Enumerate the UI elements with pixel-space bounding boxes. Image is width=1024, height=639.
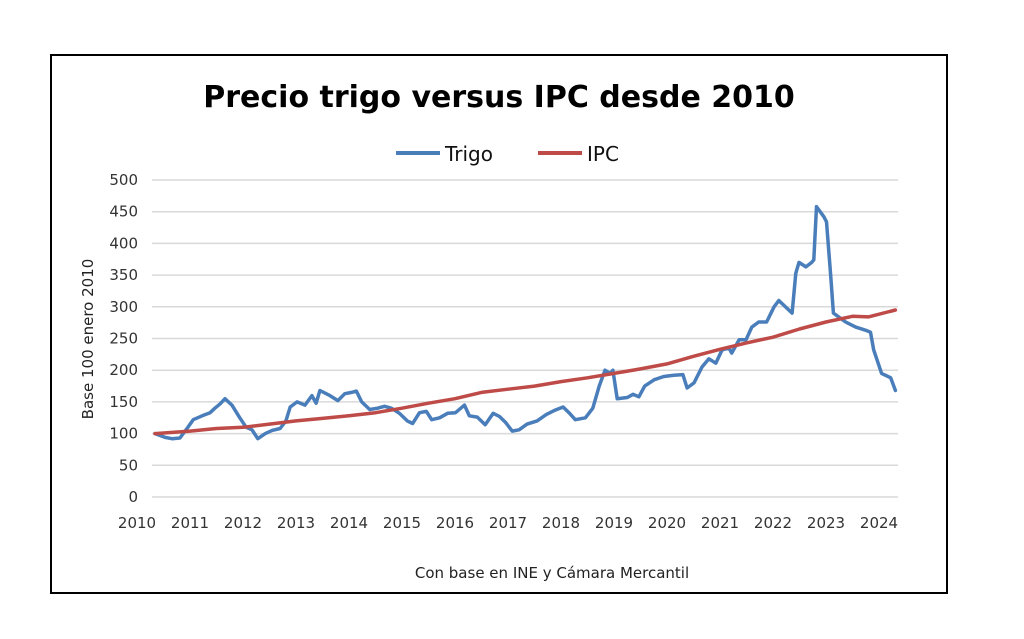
legend: Trigo IPC bbox=[396, 142, 619, 166]
legend-label-trigo: Trigo bbox=[444, 142, 493, 166]
x-tick-label: 2013 bbox=[277, 514, 315, 532]
x-tick-label: 2012 bbox=[224, 514, 262, 532]
y-tick-label: 350 bbox=[109, 266, 138, 284]
x-tick-label: 2022 bbox=[754, 514, 792, 532]
x-tick-label: 2016 bbox=[436, 514, 474, 532]
y-tick-label: 200 bbox=[109, 361, 138, 379]
x-axis-ticks: 2010 2011 2012 2013 2014 2015 2016 2017 2018 2019… bbox=[118, 514, 898, 532]
y-tick-label: 100 bbox=[109, 425, 138, 443]
chart-title: Precio trigo versus IPC desde 2010 bbox=[203, 80, 794, 115]
y-tick-label: 300 bbox=[109, 298, 138, 316]
x-tick-label: 2021 bbox=[701, 514, 739, 532]
x-axis-label: Con base en INE y Cámara Mercantil bbox=[415, 564, 689, 582]
x-tick-label: 2020 bbox=[648, 514, 686, 532]
y-tick-label: 400 bbox=[109, 234, 138, 252]
y-tick-label: 150 bbox=[109, 393, 138, 411]
x-tick-label: 2014 bbox=[330, 514, 368, 532]
y-axis-label: Base 100 enero 2010 bbox=[79, 259, 97, 420]
x-tick-label: 2017 bbox=[489, 514, 527, 532]
x-tick-label: 2024 bbox=[860, 514, 898, 532]
y-tick-label: 450 bbox=[109, 203, 138, 221]
chart-frame bbox=[50, 54, 948, 594]
series-lines bbox=[153, 204, 898, 441]
x-tick-label: 2011 bbox=[171, 514, 209, 532]
series-line-trigo bbox=[153, 204, 898, 441]
series-line-ipc bbox=[153, 308, 898, 436]
y-tick-label: 50 bbox=[119, 456, 138, 474]
y-tick-label: 500 bbox=[109, 171, 138, 189]
y-tick-label: 0 bbox=[128, 488, 138, 506]
legend-label-ipc: IPC bbox=[587, 142, 619, 166]
x-tick-label: 2018 bbox=[542, 514, 580, 532]
x-tick-label: 2019 bbox=[595, 514, 633, 532]
x-tick-label: 2010 bbox=[118, 514, 156, 532]
x-tick-label: 2015 bbox=[383, 514, 421, 532]
y-tick-label: 250 bbox=[109, 330, 138, 348]
x-tick-label: 2023 bbox=[807, 514, 845, 532]
y-axis-ticks: 0 50 100 150 200 250 300 350 400 450 500 bbox=[109, 171, 138, 506]
